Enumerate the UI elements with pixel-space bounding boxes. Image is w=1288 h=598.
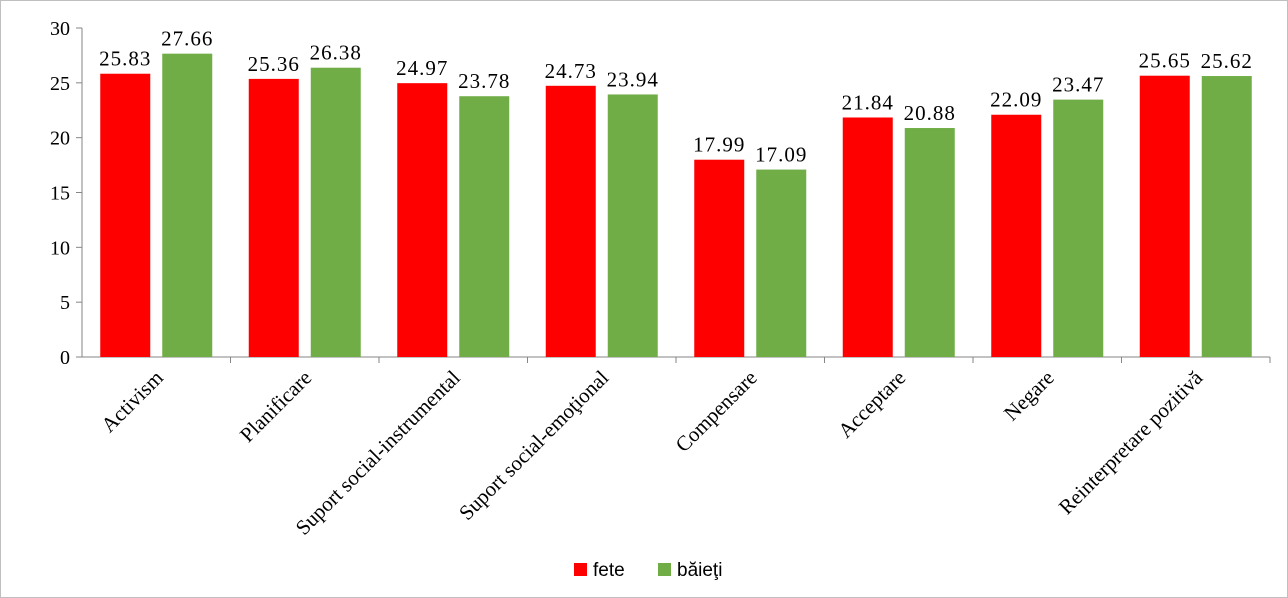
bar-băieţi <box>607 94 658 357</box>
bar-băieţi <box>459 96 510 357</box>
y-tick-label: 20 <box>50 128 70 150</box>
bar-fete <box>991 114 1042 357</box>
data-label: 25.62 <box>1201 49 1253 73</box>
data-label: 21.84 <box>842 90 894 114</box>
bar-fete <box>694 159 745 357</box>
data-label: 24.97 <box>396 56 448 80</box>
bar-băieţi <box>904 128 955 357</box>
category-label: Suport social-instrumental <box>291 365 465 539</box>
bar-băieţi <box>1201 76 1252 357</box>
category-label: Acceptare <box>833 366 910 443</box>
bar-băieţi <box>756 169 807 357</box>
y-tick-label: 25 <box>50 73 70 95</box>
bar-băieţi <box>162 53 213 358</box>
bar-fete <box>397 83 448 358</box>
data-label: 23.94 <box>607 67 659 91</box>
data-label: 24.73 <box>545 59 597 83</box>
data-label: 22.09 <box>990 88 1042 112</box>
y-tick-label: 15 <box>50 183 70 205</box>
category-label: Planificare <box>235 366 316 447</box>
bar-fete <box>1139 75 1190 357</box>
data-label: 25.65 <box>1139 49 1191 73</box>
bar-băieţi <box>1053 99 1104 357</box>
data-label: 23.78 <box>458 69 510 93</box>
legend: fete băieţi <box>574 560 722 581</box>
y-tick-label: 10 <box>50 237 70 259</box>
category-label: Suport social-emoţional <box>454 365 613 524</box>
data-label: 25.36 <box>248 52 300 76</box>
bar-băieţi <box>310 67 361 357</box>
bar-fete <box>545 85 596 357</box>
data-label: 26.38 <box>310 41 362 65</box>
category-label: Activism <box>96 366 167 437</box>
data-label: 23.47 <box>1052 73 1104 97</box>
data-labels: 25.83 27.66 25.36 26.38 24.97 23.78 24.73 23.94… <box>99 27 1253 167</box>
y-tick-label: 0 <box>60 347 70 369</box>
legend-swatch-băieţi <box>658 563 671 576</box>
category-label: Negare <box>999 366 1059 426</box>
y-tick-label: 5 <box>60 292 70 314</box>
category-label: Reinterpretare pozitivă <box>1054 365 1208 519</box>
data-label: 17.09 <box>755 143 807 167</box>
bar-fete <box>248 78 299 358</box>
bars <box>100 53 1252 358</box>
data-label: 17.99 <box>693 133 745 157</box>
legend-label-băieţi: băieţi <box>677 560 722 581</box>
category-label: Compensare <box>671 366 762 457</box>
bar-fete <box>842 117 893 357</box>
bar-fete <box>100 73 151 357</box>
data-label: 25.83 <box>99 47 151 71</box>
legend-swatch-fete <box>574 563 587 576</box>
y-tick-label: 30 <box>50 18 70 40</box>
legend-label-fete: fete <box>593 560 625 581</box>
data-label: 27.66 <box>161 27 213 51</box>
data-label: 20.88 <box>904 101 956 125</box>
